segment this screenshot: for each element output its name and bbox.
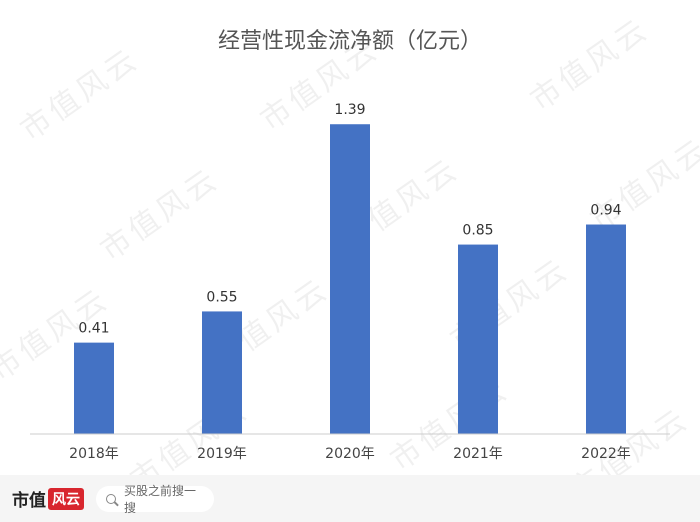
data-label-2021年: 0.85: [462, 223, 493, 239]
bar-2020年: [330, 124, 370, 434]
x-tick-label-2022年: 2022年: [581, 446, 631, 462]
bar-2022年: [586, 224, 626, 434]
x-tick-label-2020年: 2020年: [325, 446, 375, 462]
footer-bar: 市值 风云 买股之前搜一搜: [0, 475, 700, 522]
brand-text: 市值: [12, 491, 46, 511]
brand-logo-mark: 风云: [48, 487, 84, 510]
x-tick-label-2019年: 2019年: [197, 446, 247, 462]
chart-area: 市值风云 市值风云 市值风云 市值风云 市值风云 市值风云 市值风云 市值风云 市值风云 市值风云…: [0, 11, 700, 475]
bars-group: 0.41 2018年 0.55 2019年 1.39 2020年 0.85 2021年 0.94…: [69, 102, 631, 462]
search-placeholder: 买股之前搜一搜: [124, 483, 197, 515]
search-icon: [106, 493, 116, 504]
brand-logo[interactable]: 市值 风云: [12, 486, 84, 511]
data-label-2022年: 0.94: [590, 203, 621, 219]
bar-2018年: [74, 342, 114, 434]
data-label-2018年: 0.41: [78, 321, 109, 337]
chart-title: 经营性现金流净额（亿元）: [218, 29, 482, 54]
x-tick-label-2021年: 2021年: [453, 446, 503, 462]
x-tick-label-2018年: 2018年: [69, 446, 119, 462]
data-label-2020年: 1.39: [334, 102, 365, 118]
bar-2021年: [458, 244, 498, 434]
bar-2019年: [202, 311, 242, 434]
bar-chart: 经营性现金流净额（亿元） 0.41 2018年 0.55 2019年 1.39 2020年…: [30, 29, 670, 462]
data-label-2019年: 0.55: [206, 289, 237, 305]
search-box[interactable]: 买股之前搜一搜: [96, 484, 214, 515]
